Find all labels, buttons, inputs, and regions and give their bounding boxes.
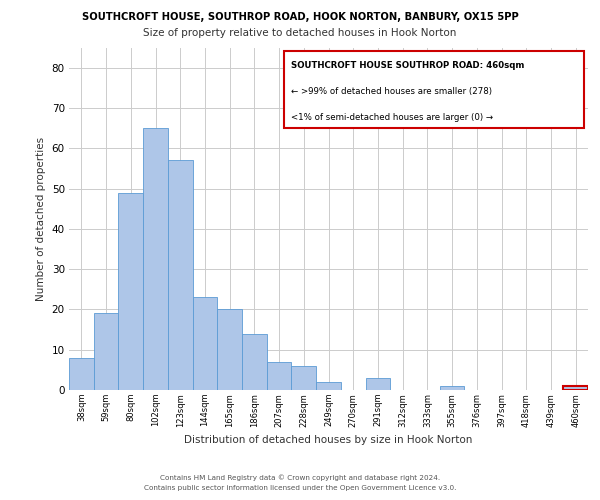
Bar xyxy=(267,362,292,390)
Bar xyxy=(118,192,143,390)
Text: SOUTHCROFT HOUSE SOUTHROP ROAD: 460sqm: SOUTHCROFT HOUSE SOUTHROP ROAD: 460sqm xyxy=(290,61,524,70)
Text: Contains HM Land Registry data © Crown copyright and database right 2024.: Contains HM Land Registry data © Crown c… xyxy=(160,474,440,481)
Bar xyxy=(365,378,390,390)
Text: Size of property relative to detached houses in Hook Norton: Size of property relative to detached ho… xyxy=(143,28,457,38)
Bar xyxy=(217,310,242,390)
Bar xyxy=(563,386,588,390)
Y-axis label: Number of detached properties: Number of detached properties xyxy=(36,136,46,301)
Text: <1% of semi-detached houses are larger (0) →: <1% of semi-detached houses are larger (… xyxy=(290,112,493,122)
Bar xyxy=(292,366,316,390)
Text: ← >99% of detached houses are smaller (278): ← >99% of detached houses are smaller (2… xyxy=(290,87,491,96)
X-axis label: Distribution of detached houses by size in Hook Norton: Distribution of detached houses by size … xyxy=(184,435,473,445)
Bar xyxy=(316,382,341,390)
Text: SOUTHCROFT HOUSE, SOUTHROP ROAD, HOOK NORTON, BANBURY, OX15 5PP: SOUTHCROFT HOUSE, SOUTHROP ROAD, HOOK NO… xyxy=(82,12,518,22)
Bar xyxy=(143,128,168,390)
Bar xyxy=(242,334,267,390)
Bar xyxy=(440,386,464,390)
Bar xyxy=(168,160,193,390)
Bar xyxy=(69,358,94,390)
Text: Contains public sector information licensed under the Open Government Licence v3: Contains public sector information licen… xyxy=(144,485,456,491)
FancyBboxPatch shape xyxy=(284,51,584,128)
Bar xyxy=(193,298,217,390)
Bar xyxy=(94,314,118,390)
